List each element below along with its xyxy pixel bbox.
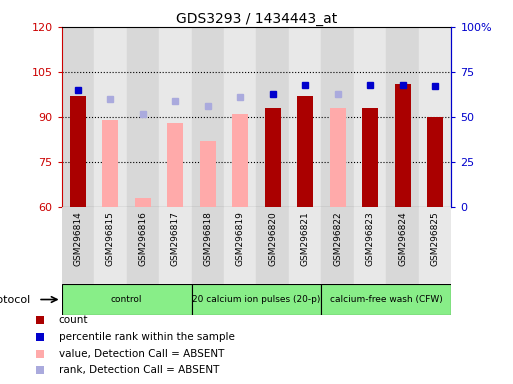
Bar <box>62 207 94 284</box>
Text: GSM296824: GSM296824 <box>398 211 407 266</box>
Text: count: count <box>58 315 88 325</box>
Bar <box>289 207 322 284</box>
Bar <box>191 27 224 207</box>
Bar <box>167 123 183 207</box>
Bar <box>127 27 159 207</box>
Text: value, Detection Call = ABSENT: value, Detection Call = ABSENT <box>58 349 224 359</box>
Bar <box>159 27 191 207</box>
Bar <box>427 117 443 207</box>
Text: GSM296818: GSM296818 <box>203 211 212 266</box>
Bar <box>297 96 313 207</box>
Bar <box>386 207 419 284</box>
Bar <box>289 27 322 207</box>
Text: GSM296814: GSM296814 <box>73 211 82 266</box>
Bar <box>265 108 281 207</box>
Bar <box>322 207 354 284</box>
Bar <box>62 284 191 315</box>
Bar <box>394 84 411 207</box>
Text: calcium-free wash (CFW): calcium-free wash (CFW) <box>330 295 443 304</box>
Text: rank, Detection Call = ABSENT: rank, Detection Call = ABSENT <box>58 365 219 375</box>
Text: GSM296816: GSM296816 <box>139 211 147 266</box>
Text: GSM296817: GSM296817 <box>171 211 180 266</box>
Bar <box>322 284 451 315</box>
Text: GSM296825: GSM296825 <box>431 211 440 266</box>
Bar <box>256 207 289 284</box>
Text: GSM296822: GSM296822 <box>333 211 342 266</box>
Bar <box>354 27 386 207</box>
Bar <box>419 27 451 207</box>
Bar <box>62 27 94 207</box>
Bar <box>191 207 224 284</box>
Bar <box>354 207 386 284</box>
Text: GSM296819: GSM296819 <box>236 211 245 266</box>
Bar <box>94 207 127 284</box>
Bar <box>200 141 216 207</box>
Bar <box>70 96 86 207</box>
Bar <box>94 27 127 207</box>
Bar <box>134 198 151 207</box>
Text: GSM296820: GSM296820 <box>268 211 277 266</box>
Bar <box>322 27 354 207</box>
Text: protocol: protocol <box>0 295 30 305</box>
Bar <box>419 207 451 284</box>
Text: GSM296821: GSM296821 <box>301 211 310 266</box>
Bar <box>232 114 248 207</box>
Text: GSM296823: GSM296823 <box>366 211 374 266</box>
Bar <box>256 27 289 207</box>
Bar <box>362 108 378 207</box>
Bar <box>224 207 256 284</box>
Text: control: control <box>111 295 142 304</box>
Bar <box>159 207 191 284</box>
Text: 20 calcium ion pulses (20-p): 20 calcium ion pulses (20-p) <box>192 295 321 304</box>
Bar <box>102 120 119 207</box>
Bar <box>191 284 322 315</box>
Bar <box>224 27 256 207</box>
Bar <box>127 207 159 284</box>
Bar <box>329 108 346 207</box>
Text: GSM296815: GSM296815 <box>106 211 115 266</box>
Text: percentile rank within the sample: percentile rank within the sample <box>58 332 234 342</box>
Bar <box>386 27 419 207</box>
Title: GDS3293 / 1434443_at: GDS3293 / 1434443_at <box>176 12 337 26</box>
